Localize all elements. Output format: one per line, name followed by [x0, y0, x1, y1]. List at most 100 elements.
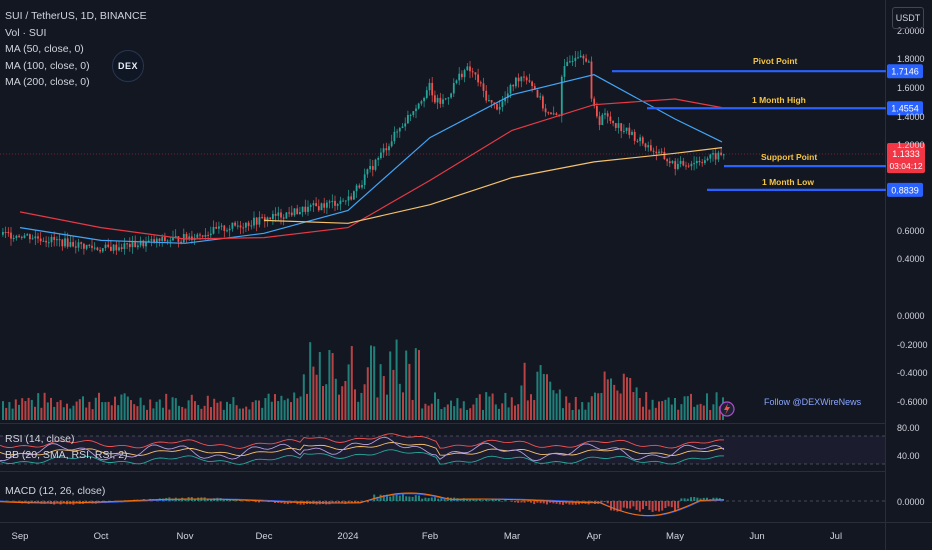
volume-bar — [498, 408, 500, 420]
candle-body — [371, 166, 374, 170]
volume-bar — [14, 399, 17, 420]
price-axis-label: 1.6000 — [897, 83, 925, 93]
volume-bar — [56, 401, 59, 420]
macd-histogram-bar — [654, 501, 657, 511]
ma100-legend[interactable]: MA (100, close, 0) — [5, 59, 90, 72]
candle-body — [88, 244, 91, 246]
candle-body — [652, 150, 655, 152]
candle-body — [74, 246, 77, 248]
candle-body — [523, 76, 525, 78]
volume-bar — [2, 401, 4, 420]
volume-bar — [296, 398, 299, 420]
time-axis-label: Jun — [749, 531, 764, 542]
macd-histogram-bar — [206, 498, 209, 501]
candle-body — [442, 99, 444, 104]
candle-body — [409, 114, 412, 116]
candle-body — [110, 246, 112, 251]
candle-body — [560, 76, 563, 116]
volume-bar — [238, 408, 241, 420]
candle-body — [296, 208, 299, 215]
volume-bar — [325, 384, 328, 420]
volume-bar — [389, 351, 392, 420]
candle-body — [452, 83, 455, 94]
volume-bar — [120, 394, 123, 420]
follow-text[interactable]: Follow @DEXWireNews — [764, 397, 862, 407]
volume-bar — [443, 407, 446, 420]
volume-bar — [104, 402, 107, 420]
volume-bar — [398, 383, 401, 420]
candle-body — [177, 236, 180, 242]
candle-body — [620, 123, 623, 132]
rsi-legend[interactable]: RSI (14, close) — [5, 433, 75, 445]
currency-button[interactable]: USDT — [892, 7, 924, 29]
dex-logo: DEX — [112, 50, 144, 82]
volume-bar — [312, 366, 315, 420]
candle-body — [247, 222, 250, 226]
bb-legend[interactable]: BB (20, SMA, RSI, RSI, 2) — [5, 449, 128, 461]
candle-body — [142, 240, 145, 247]
candle-body — [218, 226, 220, 229]
volume-bar — [114, 396, 116, 420]
volume-bar — [91, 409, 94, 420]
volume-bar — [558, 389, 561, 420]
price-axis-label: 0.6000 — [897, 226, 925, 236]
volume-bar — [232, 397, 235, 420]
volume-bar — [8, 402, 11, 420]
candle-body — [64, 238, 66, 247]
macd-histogram-bar — [622, 501, 625, 508]
volume-bar — [709, 409, 712, 420]
candle-body — [331, 200, 334, 202]
candle-body — [380, 152, 382, 159]
volume-bar — [178, 405, 180, 420]
candle-body — [601, 114, 604, 125]
volume-bar — [392, 369, 395, 420]
macd-histogram-bar — [523, 501, 526, 503]
volume-bar — [648, 409, 651, 420]
volume-bar — [21, 398, 24, 420]
candle-body — [45, 240, 47, 243]
volume-bar — [456, 398, 459, 420]
macd-legend[interactable]: MACD (12, 26, close) — [5, 485, 106, 497]
symbol-title[interactable]: SUI / TetherUS, 1D, BINANCE — [5, 10, 147, 22]
candle-body — [353, 191, 355, 200]
volume-bar — [235, 405, 238, 420]
volume-bar — [642, 406, 644, 420]
volume-bar — [277, 401, 280, 420]
candle-body — [164, 237, 166, 242]
candle-body — [290, 212, 293, 216]
volume-bar — [331, 353, 334, 420]
ma50-legend[interactable]: MA (50, close, 0) — [5, 43, 84, 55]
candle-body — [207, 234, 209, 236]
candle-body — [315, 203, 317, 207]
candle-body — [134, 240, 137, 248]
volume-bar — [475, 397, 478, 420]
volume-bar — [309, 342, 312, 420]
volume-legend[interactable]: Vol · SUI — [5, 26, 47, 39]
macd-histogram-bar — [347, 501, 350, 503]
volume-bar — [629, 377, 632, 420]
level-tag-high — [887, 101, 923, 116]
candle-body — [412, 111, 415, 115]
candle-body — [85, 244, 88, 249]
macd-histogram-bar — [398, 495, 401, 501]
candle-body — [277, 212, 280, 216]
price-axis-label: 1.8000 — [897, 54, 925, 64]
candle-body — [660, 151, 663, 153]
candle-body — [223, 225, 226, 231]
volume-bar — [370, 345, 372, 420]
volume-bar — [59, 400, 62, 420]
macd-histogram-bar — [664, 501, 667, 509]
price-axis-label: 0.4000 — [897, 254, 925, 264]
macd-histogram-bar — [558, 501, 561, 505]
candle-body — [407, 114, 409, 124]
macd-histogram-bar — [696, 497, 699, 501]
candle-body — [96, 247, 99, 250]
candle-body — [674, 161, 677, 169]
ma200-legend[interactable]: MA (200, close, 0) — [5, 76, 90, 88]
volume-bar — [187, 400, 190, 420]
macd-histogram-bar — [706, 497, 708, 501]
volume-bar — [344, 380, 347, 420]
candle-body — [663, 151, 666, 160]
volume-bar — [366, 367, 369, 420]
